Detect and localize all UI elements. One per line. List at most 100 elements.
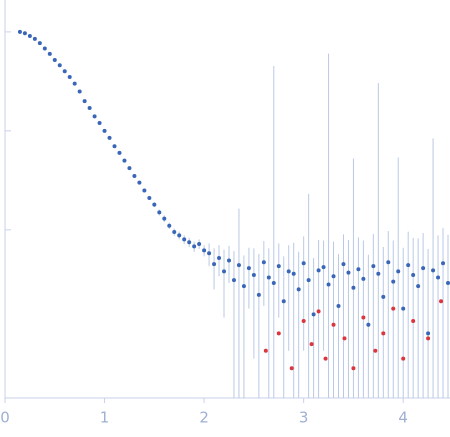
data-point bbox=[401, 356, 406, 361]
data-point bbox=[57, 63, 62, 68]
x-tick-label: 2 bbox=[199, 409, 209, 427]
data-point bbox=[167, 223, 172, 228]
data-point bbox=[396, 269, 401, 274]
data-point bbox=[346, 270, 351, 275]
data-point bbox=[172, 230, 177, 235]
data-point bbox=[202, 248, 207, 253]
data-point bbox=[27, 33, 32, 38]
data-point bbox=[263, 348, 268, 353]
data-point bbox=[197, 241, 202, 246]
data-point bbox=[222, 269, 227, 274]
data-point bbox=[336, 304, 341, 309]
data-point bbox=[266, 275, 271, 280]
data-point bbox=[241, 284, 246, 289]
data-point bbox=[32, 36, 37, 41]
data-point bbox=[187, 240, 192, 245]
data-point bbox=[296, 287, 301, 292]
data-point bbox=[426, 331, 431, 336]
data-point bbox=[256, 292, 261, 297]
data-point bbox=[436, 275, 441, 280]
data-point bbox=[381, 294, 386, 299]
data-point bbox=[411, 318, 416, 323]
data-point bbox=[122, 158, 127, 163]
data-point bbox=[331, 274, 336, 279]
data-point bbox=[341, 262, 346, 267]
data-point bbox=[376, 271, 381, 276]
data-point bbox=[406, 263, 411, 268]
data-point bbox=[371, 264, 376, 269]
data-point bbox=[401, 306, 406, 311]
data-point bbox=[137, 180, 142, 185]
data-point bbox=[97, 121, 102, 126]
data-point bbox=[177, 233, 182, 238]
data-point bbox=[162, 216, 167, 221]
data-point bbox=[316, 268, 321, 273]
data-point bbox=[431, 268, 436, 273]
data-point bbox=[236, 263, 241, 268]
data-point bbox=[441, 261, 446, 266]
data-point bbox=[421, 266, 426, 271]
data-point bbox=[411, 272, 416, 277]
data-point bbox=[316, 309, 321, 314]
data-point bbox=[147, 195, 152, 200]
data-point bbox=[391, 306, 396, 311]
data-point bbox=[381, 331, 386, 336]
data-point bbox=[226, 258, 231, 263]
data-point bbox=[361, 315, 366, 320]
data-point bbox=[231, 278, 236, 283]
data-point bbox=[301, 318, 306, 323]
data-point bbox=[373, 348, 378, 353]
data-point bbox=[22, 31, 27, 36]
data-point bbox=[439, 299, 444, 304]
data-point bbox=[321, 265, 326, 270]
data-point bbox=[67, 75, 72, 80]
data-point bbox=[127, 166, 132, 171]
data-point bbox=[112, 144, 117, 149]
data-point bbox=[361, 276, 366, 281]
data-point bbox=[212, 262, 217, 267]
data-point bbox=[342, 336, 347, 341]
data-point bbox=[366, 322, 371, 327]
data-point bbox=[391, 279, 396, 284]
data-point bbox=[271, 281, 276, 286]
data-point bbox=[17, 29, 22, 34]
data-point bbox=[286, 269, 291, 274]
x-tick-label: 0 bbox=[0, 409, 10, 427]
data-point bbox=[207, 251, 212, 256]
data-point bbox=[72, 81, 77, 86]
data-point bbox=[132, 173, 137, 178]
data-point bbox=[117, 150, 122, 155]
data-point bbox=[356, 267, 361, 272]
data-point bbox=[87, 106, 92, 111]
data-point bbox=[351, 285, 356, 290]
data-point bbox=[182, 237, 187, 242]
data-point bbox=[37, 41, 42, 46]
data-point bbox=[92, 114, 97, 119]
data-point bbox=[326, 282, 331, 287]
data-point bbox=[281, 299, 286, 304]
data-point bbox=[426, 336, 431, 341]
data-point bbox=[192, 244, 197, 249]
data-point bbox=[323, 356, 328, 361]
data-point bbox=[251, 272, 256, 277]
data-point bbox=[107, 135, 112, 140]
data-point bbox=[289, 366, 294, 371]
x-tick-label: 1 bbox=[100, 409, 110, 427]
data-point bbox=[217, 255, 222, 260]
data-point bbox=[246, 266, 251, 271]
x-tick-label: 3 bbox=[299, 409, 309, 427]
x-tick-label: 4 bbox=[398, 409, 408, 427]
data-point bbox=[351, 366, 356, 371]
data-point bbox=[309, 342, 314, 347]
data-point bbox=[62, 69, 67, 74]
data-point bbox=[276, 331, 281, 336]
data-point bbox=[261, 260, 266, 265]
data-point bbox=[331, 322, 336, 327]
data-point bbox=[416, 284, 421, 289]
data-point bbox=[42, 46, 47, 51]
data-point bbox=[157, 210, 162, 215]
data-point bbox=[52, 58, 57, 63]
data-point bbox=[301, 261, 306, 266]
data-point bbox=[82, 99, 87, 104]
